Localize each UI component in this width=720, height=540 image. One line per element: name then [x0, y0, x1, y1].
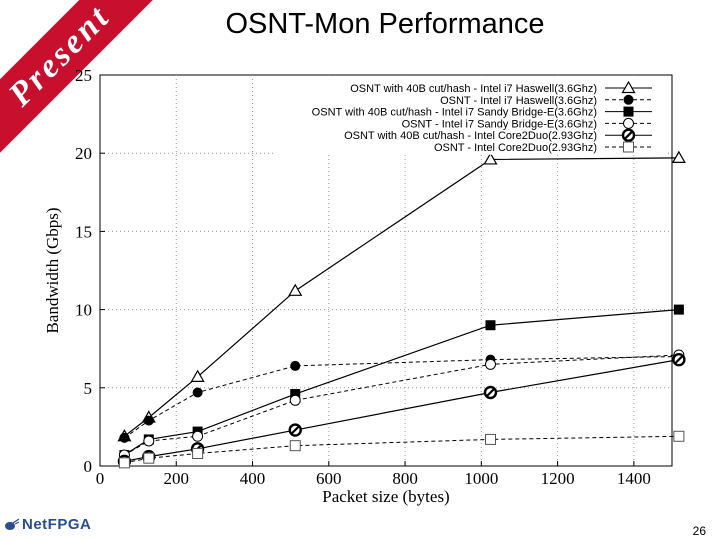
- y-tick-label: 20: [75, 144, 92, 163]
- x-tick-label: 1200: [541, 469, 575, 488]
- series-1-point-6: [671, 150, 686, 163]
- series-5-point-4-slash: [290, 425, 301, 435]
- netfpga-logo: NetFPGA: [4, 516, 91, 533]
- legend-marker-6: [623, 141, 634, 153]
- series-5-point-5-slash: [485, 387, 496, 398]
- series-4-point-2: [143, 435, 155, 447]
- x-tick-label: 0: [96, 469, 105, 488]
- legend-label-6: OSNT - Intel Core2Duo(2.93Ghz): [434, 142, 597, 154]
- x-tick-label: 800: [392, 469, 418, 488]
- legend-label-1: OSNT with 40B cut/hash - Intel i7 Haswel…: [350, 83, 597, 95]
- series-6-point-3: [192, 447, 204, 459]
- x-axis-label: Packet size (bytes): [322, 487, 449, 506]
- series-line-3: [124, 309, 679, 456]
- series-line-4: [124, 354, 679, 456]
- legend-marker-5: [621, 128, 636, 142]
- legend-label-5: OSNT with 40B cut/hash - Intel Core2Duo(…: [344, 130, 597, 142]
- series-6-point-4: [289, 440, 301, 452]
- slide-title: OSNT-Mon Performance: [225, 8, 545, 40]
- series-3-point-6: [673, 304, 684, 315]
- x-tick-label: 600: [316, 469, 342, 488]
- page-number: 26: [692, 524, 706, 538]
- legend-marker-1: [621, 80, 636, 94]
- series-line-5: [124, 359, 679, 462]
- series-5-point-4: [288, 423, 302, 437]
- series-6-point-2: [143, 452, 155, 464]
- legend-marker-2: [623, 94, 634, 105]
- series-2-point-4: [290, 360, 301, 371]
- series-line-6: [124, 435, 679, 464]
- series-5-point-6: [672, 352, 686, 367]
- legend-label-2: OSNT - Intel i7 Haswell(3.6Ghz): [440, 95, 597, 107]
- series-1-point-3: [190, 369, 205, 382]
- series-6-point-1: [118, 457, 130, 469]
- y-tick-label: 5: [84, 379, 93, 398]
- legend-label-4: OSNT - Intel i7 Sandy Bridge-E(3.6Ghz): [402, 118, 597, 130]
- series-1-point-4: [288, 283, 303, 296]
- legend-marker-4: [623, 117, 634, 129]
- netfpga-logo-icon: [5, 518, 20, 530]
- legend-box: [275, 78, 667, 155]
- x-tick-label: 1000: [464, 469, 498, 488]
- y-tick-label: 0: [84, 457, 93, 476]
- y-axis-label: Bandwidth (Gbps): [43, 207, 62, 333]
- x-tick-label: 1400: [617, 469, 651, 488]
- series-2-point-2: [143, 415, 154, 426]
- series-1-point-5: [483, 152, 498, 165]
- x-tick-label: 200: [164, 469, 190, 488]
- series-4-point-4: [289, 394, 301, 406]
- series-3-point-4: [290, 389, 301, 400]
- series-6-point-5: [484, 433, 496, 445]
- logo-text: NetFPGA: [22, 516, 92, 533]
- plot-frame: [99, 74, 673, 467]
- series-5-point-6-slash: [674, 354, 684, 365]
- series-4-point-3: [192, 430, 204, 442]
- series-2-point-3: [192, 387, 203, 398]
- legend-label-3: OSNT with 40B cut/hash - Intel i7 Sandy …: [312, 107, 597, 119]
- y-tick-label: 15: [75, 222, 92, 241]
- y-tick-label: 10: [75, 301, 92, 320]
- legend-marker-3: [623, 106, 634, 117]
- y-tick-label: 25: [75, 66, 92, 85]
- series-4-point-5: [484, 358, 496, 370]
- series-2-point-1: [119, 432, 130, 443]
- x-tick-label: 400: [240, 469, 266, 488]
- series-3-point-5: [485, 320, 496, 331]
- series-5-point-5: [483, 385, 498, 400]
- series-line-1: [124, 157, 679, 437]
- legend-marker-5-slash: [623, 130, 634, 140]
- series-6-point-6: [673, 430, 685, 442]
